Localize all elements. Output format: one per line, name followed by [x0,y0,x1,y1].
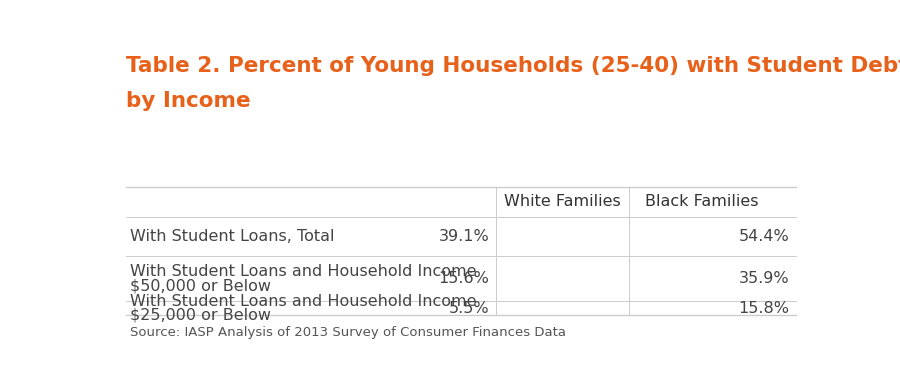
Text: $25,000 or Below: $25,000 or Below [130,307,271,323]
Text: Black Families: Black Families [645,194,759,210]
Text: With Student Loans, Total: With Student Loans, Total [130,229,335,244]
Text: With Student Loans and Household Income: With Student Loans and Household Income [130,264,476,280]
Text: $50,000 or Below: $50,000 or Below [130,278,271,293]
Text: 35.9%: 35.9% [738,271,789,286]
Text: With Student Loans and Household Income: With Student Loans and Household Income [130,294,476,309]
Text: Table 2. Percent of Young Households (25-40) with Student Debt,: Table 2. Percent of Young Households (25… [126,56,900,76]
Text: 15.8%: 15.8% [738,301,789,316]
Text: 39.1%: 39.1% [438,229,490,244]
Text: 5.5%: 5.5% [448,301,490,316]
Text: White Families: White Families [504,194,621,210]
Text: by Income: by Income [126,91,251,111]
Text: 15.6%: 15.6% [438,271,490,286]
Text: 54.4%: 54.4% [738,229,789,244]
Text: Source: IASP Analysis of 2013 Survey of Consumer Finances Data: Source: IASP Analysis of 2013 Survey of … [130,326,566,339]
